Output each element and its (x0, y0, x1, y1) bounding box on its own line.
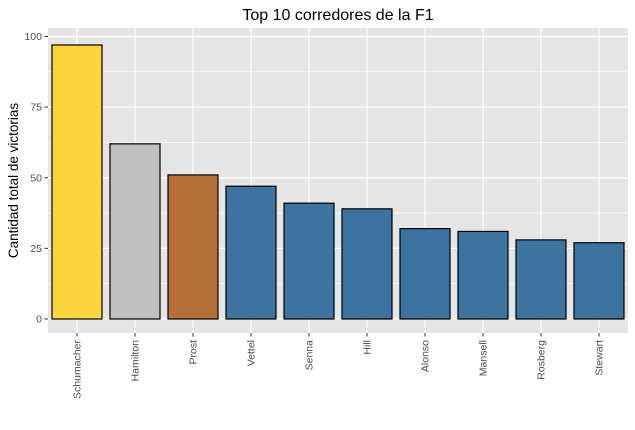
y-tick-label: 25 (30, 243, 42, 255)
y-tick-label: 75 (30, 102, 42, 114)
x-tick-label: Vettel (246, 340, 258, 366)
bar-mansell (457, 230, 509, 320)
x-tick-label: Prost (188, 340, 200, 365)
bar-schumacher (51, 44, 103, 320)
y-tick-label: 100 (24, 31, 42, 43)
x-tick-label: Stewart (594, 340, 606, 376)
x-tick-label: Mansell (478, 340, 490, 376)
y-tick-label: 0 (36, 314, 42, 326)
bar-rosberg (515, 239, 567, 320)
x-tick-label: Senna (304, 340, 316, 371)
bar-vettel (225, 185, 277, 320)
bar-prost (167, 174, 219, 320)
y-tick-label: 50 (30, 172, 42, 184)
x-tick-label: Rosberg (536, 340, 548, 380)
chart-title: Top 10 corredores de la F1 (242, 7, 433, 24)
bar-senna (283, 202, 335, 320)
bar-hill (341, 208, 393, 320)
x-tick-label: Hamilton (130, 340, 142, 382)
bar-stewart (573, 242, 625, 320)
x-axis: Schumacher Hamilton Prost Vettel Senna Hill Al… (72, 333, 606, 399)
x-tick-label: Hill (362, 340, 374, 355)
bars (51, 44, 625, 320)
bar-alonso (399, 228, 451, 320)
x-tick-label: Alonso (420, 340, 432, 372)
y-axis: 0 25 50 75 100 (24, 31, 48, 326)
bar-hamilton (109, 143, 161, 320)
x-tick-label: Schumacher (72, 340, 84, 399)
y-axis-label: Cantidad total de victorias (6, 103, 21, 259)
